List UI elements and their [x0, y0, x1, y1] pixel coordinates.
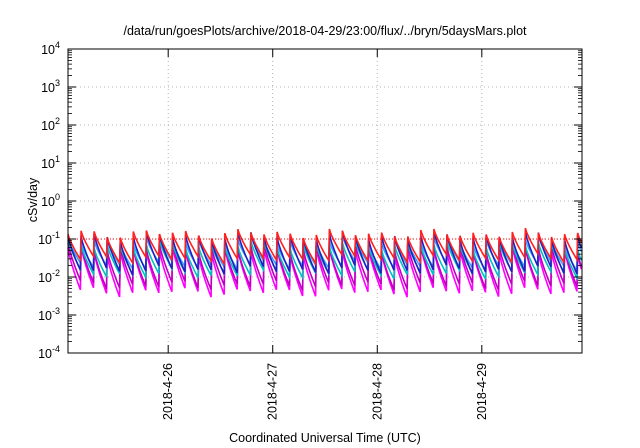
y-tick-exponent: 2 [55, 116, 60, 126]
y-tick-base: 10 [41, 157, 55, 171]
y-tick-label: 104 [41, 40, 60, 57]
x-tick-label: 2018-4-26 [161, 363, 175, 420]
y-tick-label: 10-4 [38, 344, 60, 361]
series-line [67, 230, 583, 276]
y-tick-base: 10 [38, 271, 52, 285]
series-line [67, 245, 583, 298]
series-group [67, 227, 583, 298]
y-axis-label: cSv/day [26, 177, 40, 222]
y-tick-label: 10-3 [38, 306, 60, 323]
y-tick-label: 10-1 [38, 230, 60, 247]
y-tick-exponent: -4 [52, 344, 60, 354]
y-tick-exponent: -1 [52, 230, 60, 240]
y-tick-base: 10 [38, 347, 52, 361]
y-tick-exponent: 0 [55, 192, 60, 202]
x-tick-label: 2018-4-28 [370, 363, 384, 420]
y-tick-label: 102 [41, 116, 60, 133]
chart-title: /data/run/goesPlots/archive/2018-04-29/2… [123, 24, 527, 38]
y-tick-exponent: -3 [52, 306, 60, 316]
axis-ticks [68, 48, 582, 354]
y-tick-base: 10 [38, 233, 52, 247]
y-tick-label: 101 [41, 154, 60, 171]
y-tick-exponent: 3 [55, 78, 60, 88]
x-tick-label: 2018-4-27 [266, 363, 280, 420]
series-line [67, 242, 583, 291]
x-tick-labels: 2018-4-26 2018-4-27 2018-4-28 2018-4-29 [161, 363, 489, 420]
y-tick-label: 10-2 [38, 268, 60, 285]
y-tick-exponent: 1 [55, 154, 60, 164]
y-tick-base: 10 [41, 81, 55, 95]
y-tick-label: 100 [41, 192, 60, 209]
grid-lines [68, 49, 582, 353]
y-tick-base: 10 [41, 43, 55, 57]
series-line [67, 227, 583, 267]
y-tick-label: 103 [41, 78, 60, 95]
x-axis-label: Coordinated Universal Time (UTC) [229, 431, 421, 445]
y-tick-base: 10 [41, 119, 55, 133]
x-tick-label: 2018-4-29 [475, 363, 489, 420]
y-tick-base: 10 [38, 309, 52, 323]
y-tick-exponent: -2 [52, 268, 60, 278]
y-tick-exponent: 4 [55, 40, 60, 50]
y-tick-base: 10 [41, 195, 55, 209]
